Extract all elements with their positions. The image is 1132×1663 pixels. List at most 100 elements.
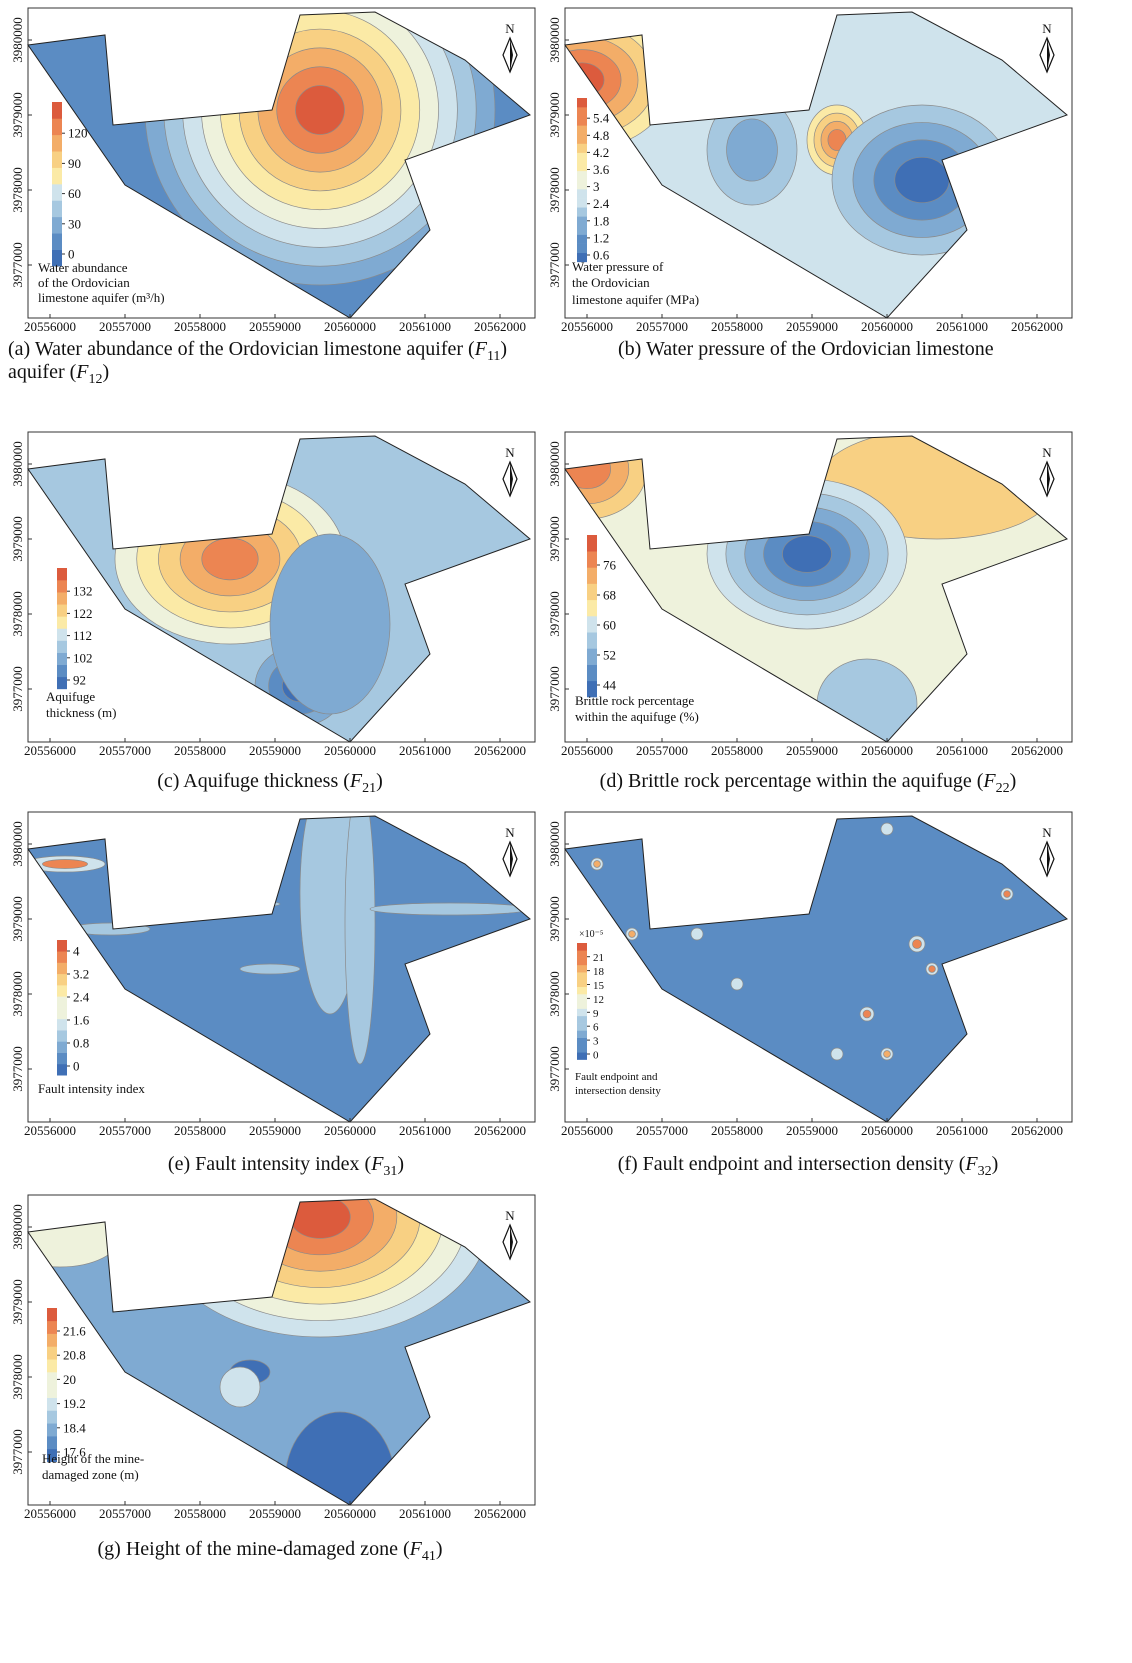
north-label: N <box>1042 21 1052 36</box>
x-tick-label: 20561000 <box>936 743 988 758</box>
contour-band <box>202 538 258 580</box>
caption-text: (b) Water pressure of the Ordovician lim… <box>618 338 994 360</box>
y-tick-label: 3979000 <box>10 1279 25 1325</box>
legend-swatch <box>577 979 587 987</box>
legend-title: Water pressure of <box>572 259 664 274</box>
x-tick-label: 20556000 <box>24 1506 76 1521</box>
x-tick-label: 20561000 <box>936 1123 988 1138</box>
figure: 20556000 20557000 20558000 20559000 20560000… <box>0 0 1132 1663</box>
legend-swatch <box>47 1385 57 1398</box>
legend-swatch <box>577 943 587 951</box>
legend-tick-label: 90 <box>68 156 81 171</box>
y-tick-label: 3979000 <box>547 92 562 138</box>
legend-swatch <box>577 116 587 125</box>
x-tick-label: 20560000 <box>861 1123 913 1138</box>
x-tick-label: 20556000 <box>24 1123 76 1138</box>
y-tick-label: 3979000 <box>10 516 25 562</box>
legend-swatch <box>577 198 587 207</box>
y-tick-label: 3978000 <box>10 167 25 213</box>
legend-swatch <box>47 1346 57 1359</box>
y-tick-label: 3978000 <box>10 971 25 1017</box>
x-tick-label: 20562000 <box>474 1506 526 1521</box>
contour-band <box>240 964 300 974</box>
y-tick-label: 3978000 <box>547 167 562 213</box>
legend-swatch <box>577 994 587 1002</box>
x-tick-label: 20556000 <box>561 319 613 334</box>
caption-symbol: F <box>75 361 89 383</box>
y-tick-label: 3977000 <box>547 242 562 288</box>
caption: (e) Fault intensity index (F31) <box>168 1153 404 1179</box>
y-tick-label: 3979000 <box>547 896 562 942</box>
caption-end: ) <box>376 770 383 792</box>
legend-tick-label: 60 <box>68 186 81 201</box>
caption: aquifer (F12) <box>8 361 109 387</box>
y-tick-label: 3978000 <box>547 971 562 1017</box>
legend-swatch <box>47 1321 57 1334</box>
legend-swatch <box>577 235 587 244</box>
caption-subscript: 41 <box>422 1549 436 1564</box>
x-tick-label: 20560000 <box>324 1123 376 1138</box>
contour-band <box>929 966 936 973</box>
legend-title: of the Ordovician <box>38 275 130 290</box>
legend-tick-label: 6 <box>593 1022 599 1034</box>
x-tick-label: 20557000 <box>636 1123 688 1138</box>
x-tick-label: 20556000 <box>24 743 76 758</box>
legend-tick-label: 122 <box>73 606 93 621</box>
legend-swatch <box>587 632 597 649</box>
y-tick-label: 3980000 <box>547 17 562 63</box>
x-tick-label: 20562000 <box>1011 1123 1063 1138</box>
legend-swatch <box>57 951 67 963</box>
y-tick-label: 3978000 <box>547 591 562 637</box>
contour-band <box>42 859 87 868</box>
contour-band <box>370 903 530 915</box>
legend-swatch <box>57 628 67 640</box>
contour-band <box>831 1048 843 1060</box>
legend-tick-label: 9 <box>593 1008 599 1020</box>
legend-swatch <box>52 233 62 250</box>
contour-band <box>594 861 601 868</box>
legend-swatch <box>587 584 597 601</box>
north-label: N <box>505 21 515 36</box>
caption-subscript: 12 <box>89 372 103 387</box>
legend-tick-label: 0.8 <box>73 1036 89 1051</box>
legend-tick-label: 18.4 <box>63 1420 86 1435</box>
legend-swatch <box>57 1041 67 1053</box>
x-tick-label: 20561000 <box>399 743 451 758</box>
x-tick-label: 20559000 <box>249 743 301 758</box>
contour-band <box>912 939 921 948</box>
legend-swatch <box>587 665 597 682</box>
x-tick-label: 20557000 <box>99 1123 151 1138</box>
legend-tick-label: 20 <box>63 1372 76 1387</box>
caption-end: ) <box>500 338 507 360</box>
legend-swatch <box>587 600 597 617</box>
caption-subscript: 32 <box>978 1164 992 1179</box>
page: {"axes": {"x_ticks": [20556000, 20557000… <box>0 0 1132 1663</box>
x-tick-label: 20558000 <box>174 743 226 758</box>
legend-swatch <box>57 580 67 592</box>
legend-title: thickness (m) <box>46 705 116 720</box>
legend-swatch <box>57 1030 67 1042</box>
legend-title: Aquifuge <box>46 689 95 704</box>
legend-tick-label: 21.6 <box>63 1324 86 1339</box>
legend-tick-label: 92 <box>73 673 86 688</box>
contour-band <box>895 157 949 202</box>
legend-tick-label: 21 <box>593 952 604 964</box>
legend-tick-label: 3 <box>593 1036 599 1048</box>
legend-tick-label: 0 <box>73 1059 80 1074</box>
x-tick-label: 20557000 <box>99 1506 151 1521</box>
legend-tick-label: 15 <box>593 980 605 992</box>
x-tick-label: 20557000 <box>636 743 688 758</box>
legend-tick-label: 2.4 <box>73 990 90 1005</box>
y-tick-label: 3977000 <box>10 1429 25 1475</box>
legend-swatch <box>577 972 587 980</box>
legend-tick-label: 1.2 <box>593 230 609 245</box>
x-tick-label: 20562000 <box>474 743 526 758</box>
legend-tick-label: 68 <box>603 588 616 603</box>
legend-swatch <box>577 144 587 153</box>
y-tick-label: 3979000 <box>10 896 25 942</box>
caption-text: (c) Aquifuge thickness ( <box>157 770 350 792</box>
legend-title: the Ordovician <box>572 275 650 290</box>
x-tick-label: 20558000 <box>711 1123 763 1138</box>
contour-band <box>731 978 743 990</box>
